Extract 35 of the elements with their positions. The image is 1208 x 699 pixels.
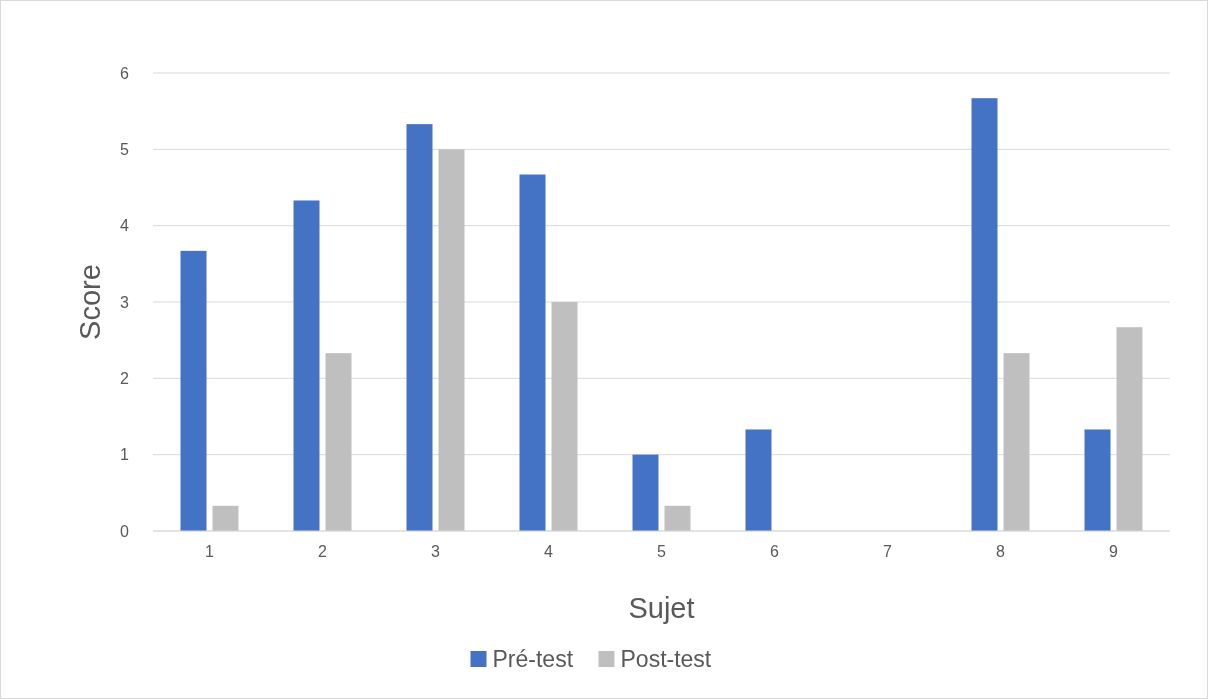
y-tick-label: 2 [120,369,130,387]
bar [406,124,433,531]
x-tick-label: 6 [770,543,780,560]
bar [519,174,546,531]
x-tick-label: 4 [544,543,554,560]
bar [438,149,465,531]
y-tick-label: 0 [120,522,130,540]
bar [971,98,998,531]
legend-label: Post-test [620,646,712,673]
x-tick-label: 9 [1109,543,1119,560]
x-tick-label: 5 [657,543,667,560]
bar [745,429,772,531]
bar [180,250,207,531]
y-tick-label: 5 [120,140,130,158]
legend-label: Pré-test [492,646,574,673]
y-tick-label: 3 [120,293,130,311]
bar [551,302,578,531]
bar [293,200,320,531]
y-axis-title: Score [74,264,106,340]
x-tick-label: 2 [318,543,328,560]
x-tick-label: 7 [883,543,893,560]
x-axis-title: Sujet [628,592,695,624]
y-tick-label: 4 [120,217,130,235]
bar [632,454,659,531]
bar [325,353,352,531]
bar [664,505,691,531]
bar [1116,327,1143,531]
bar [1003,353,1030,531]
bar [1084,429,1111,531]
x-tick-label: 8 [996,543,1006,560]
y-tick-label: 1 [120,446,130,464]
x-tick-label: 1 [205,543,215,560]
y-tick-label: 6 [120,64,130,82]
bar [212,505,239,531]
x-tick-label: 3 [431,543,441,560]
